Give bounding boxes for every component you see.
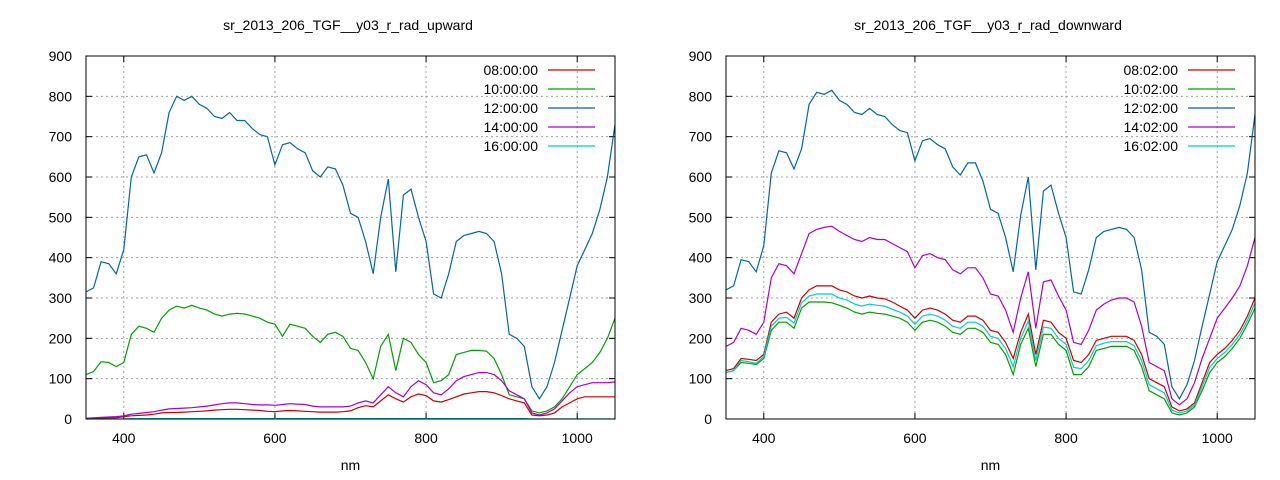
series-line-1 [86, 391, 615, 419]
y-tick-label: 400 [689, 250, 713, 266]
y-tick-label: 0 [64, 411, 72, 427]
x-tick-label: 600 [903, 430, 927, 446]
legend-label: 12:00:00 [484, 100, 539, 116]
series-line-3 [86, 95, 615, 400]
x-tick-label: 1000 [1202, 430, 1233, 446]
x-tick-label: 800 [1054, 430, 1078, 446]
legend-label: 08:00:00 [484, 62, 539, 78]
series-line-4 [726, 225, 1255, 406]
x-tick-label: 400 [752, 430, 776, 446]
legend: 08:00:00 10:00:00 12:00:00 14:00:00 16:00:00 [484, 62, 595, 154]
legend: 08:02:00 10:02:00 12:02:00 14:02:00 16:02:00 [1124, 62, 1235, 154]
series-line-2 [726, 301, 1255, 416]
plot-frame [85, 55, 616, 420]
legend-label: 16:02:00 [1124, 138, 1179, 154]
y-tick-label: 700 [689, 129, 713, 145]
y-tick-label: 700 [49, 129, 73, 145]
legend-label: 14:00:00 [484, 119, 539, 135]
series-line-4 [86, 372, 615, 419]
x-axis-label: nm [341, 457, 360, 473]
series-line-1 [726, 285, 1255, 412]
y-tick-label: 800 [49, 88, 73, 104]
legend-label: 08:02:00 [1124, 62, 1179, 78]
chart-panel-1: sr_2013_206_TGF__y03_r_rad_upward 0 100 200… [49, 17, 616, 473]
x-tick-label: 600 [263, 430, 287, 446]
y-tick-label: 300 [49, 290, 73, 306]
legend-label: 14:02:00 [1124, 119, 1179, 135]
y-tick-label: 200 [689, 330, 713, 346]
y-tick-label: 500 [689, 209, 713, 225]
series-line-3 [726, 89, 1255, 400]
series-line-2 [86, 304, 615, 414]
chart-panel-2: sr_2013_206_TGF__y03_r_rad_downward 0 100 2… [689, 17, 1256, 473]
y-tick-label: 600 [49, 169, 73, 185]
y-tick-label: 600 [689, 169, 713, 185]
y-tick-label: 500 [49, 209, 73, 225]
chart-title: sr_2013_206_TGF__y03_r_rad_upward [223, 17, 473, 33]
y-tick-label: 400 [49, 250, 73, 266]
legend-label: 10:02:00 [1124, 81, 1179, 97]
legend-label: 12:02:00 [1124, 100, 1179, 116]
legend-label: 10:00:00 [484, 81, 539, 97]
y-tick-label: 900 [49, 48, 73, 64]
x-tick-label: 400 [112, 430, 136, 446]
y-tick-label: 100 [689, 371, 713, 387]
y-tick-label: 0 [704, 411, 712, 427]
x-axis-label: nm [981, 457, 1000, 473]
y-tick-label: 800 [689, 88, 713, 104]
series-line-5 [726, 293, 1255, 414]
x-tick-label: 800 [414, 430, 438, 446]
x-tick-label: 1000 [562, 430, 593, 446]
chart-title: sr_2013_206_TGF__y03_r_rad_downward [854, 17, 1122, 33]
legend-label: 16:00:00 [484, 138, 539, 154]
y-tick-label: 100 [49, 371, 73, 387]
y-tick-label: 900 [689, 48, 713, 64]
y-tick-label: 200 [49, 330, 73, 346]
plot-frame [725, 55, 1256, 420]
y-tick-label: 300 [689, 290, 713, 306]
